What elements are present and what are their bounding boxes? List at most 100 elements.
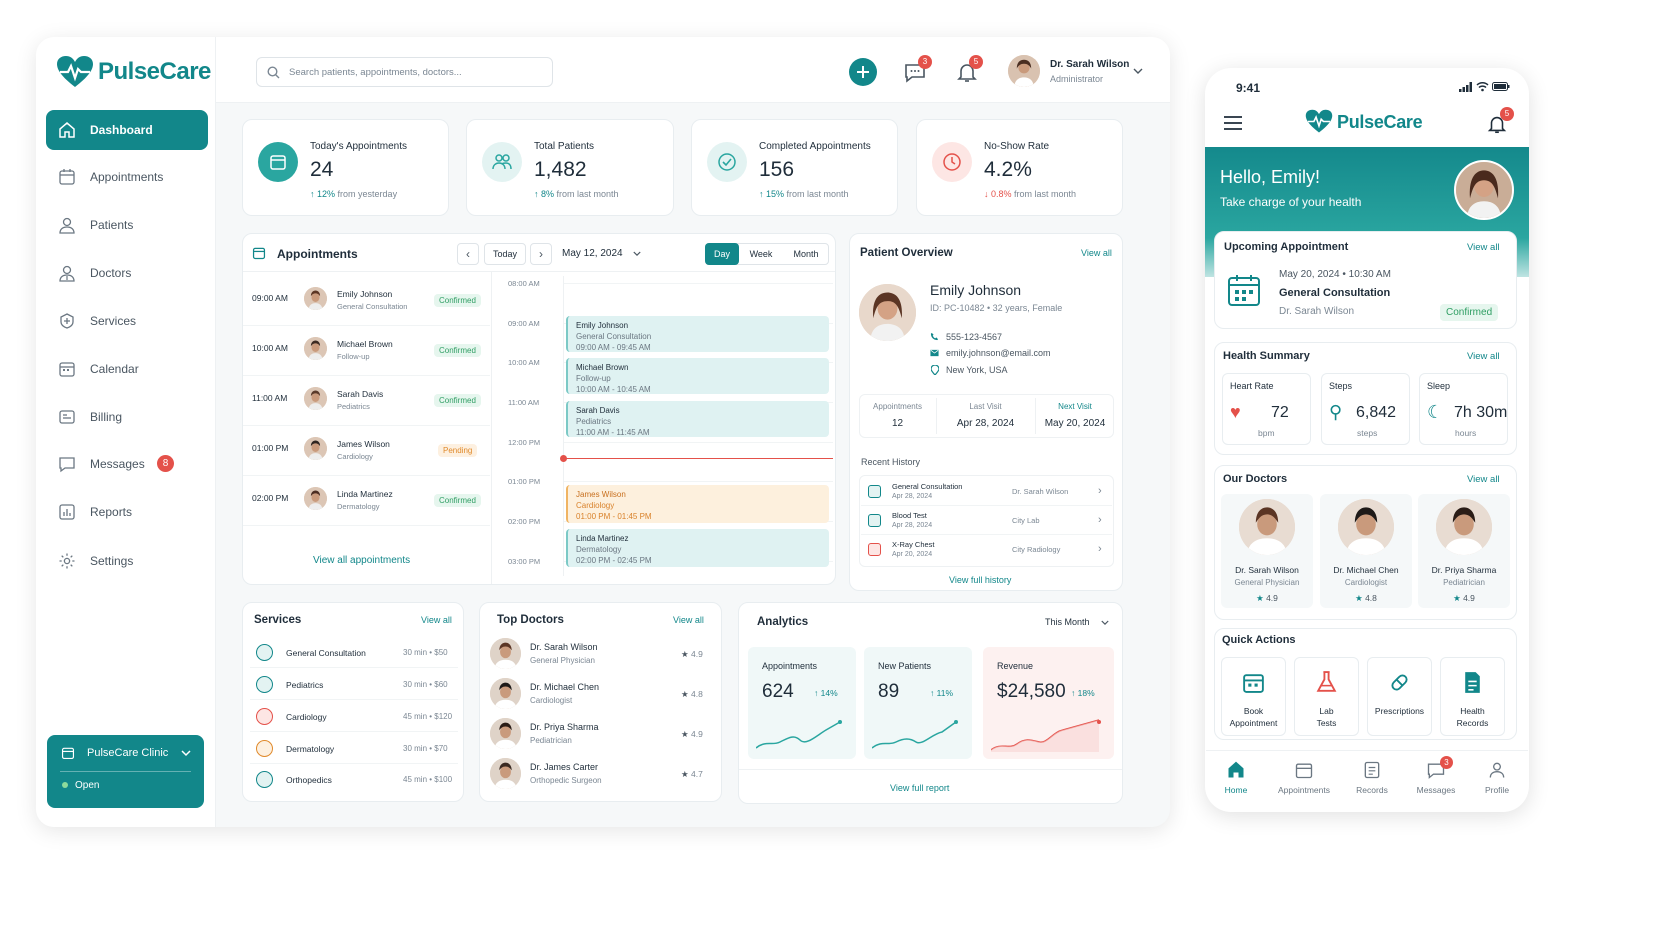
sidebar (36, 37, 216, 827)
date-picker[interactable]: May 12, 2024 (562, 248, 623, 259)
patient-phone: 555-123-4567 (946, 332, 1003, 342)
calendar-event[interactable]: Emily Johnson General Consultation 09:00… (566, 316, 829, 352)
stat-card-patients[interactable]: Total Patients 1,482 ↑ 8% from last mont… (466, 119, 674, 216)
chevron-down-icon[interactable] (1101, 620, 1109, 626)
calendar-event[interactable]: Sarah Davis Pediatrics 11:00 AM - 11:45 … (566, 401, 829, 437)
services-view-all-link[interactable]: View all (421, 615, 452, 625)
top-doctors-view-all-link[interactable]: View all (673, 615, 704, 625)
health-metric-card[interactable] (1321, 373, 1410, 445)
calendar-event[interactable]: James Wilson Cardiology 01:00 PM - 01:45… (566, 485, 829, 523)
event-time: 09:00 AM - 09:45 AM (576, 343, 651, 352)
sidebar-item-billing[interactable]: Billing (46, 397, 218, 437)
doctor-avatar (1239, 499, 1295, 555)
stat-delta: 0.8% (991, 189, 1012, 199)
sidebar-item-dashboard[interactable]: Dashboard (46, 110, 208, 150)
sidebar-item-reports[interactable]: Reports (46, 492, 218, 532)
users-icon (492, 154, 512, 170)
event-patient-name: James Wilson (576, 490, 626, 499)
skin-icon (256, 740, 273, 757)
analytics-card[interactable] (864, 647, 972, 759)
patient-view-all-link[interactable]: View all (1081, 248, 1112, 258)
menu-icon[interactable] (1223, 115, 1243, 131)
heart-icon: ♥ (1230, 402, 1241, 422)
notification-button[interactable]: 5 (955, 55, 983, 84)
doctor-name: Dr. Michael Chen (530, 682, 600, 692)
event-patient-name: Linda Martinez (576, 534, 629, 543)
doctor-avatar (490, 638, 521, 669)
chevron-down-icon[interactable] (633, 251, 641, 257)
quick-action-button[interactable] (1221, 657, 1286, 736)
prev-day-button[interactable]: ‹ (457, 243, 479, 265)
view-all-appointments-link[interactable]: View all appointments (313, 555, 411, 566)
tab-month[interactable]: Month (793, 249, 819, 259)
doctor-rating: 4.8 (1365, 593, 1377, 603)
sidebar-item-messages[interactable]: Messages 8 (46, 444, 218, 484)
stat-card-completed[interactable]: Completed Appointments 156 ↑ 15% from la… (691, 119, 898, 216)
quick-action-button[interactable] (1294, 657, 1359, 736)
sidebar-item-services[interactable]: Services (46, 301, 218, 341)
stat-label: No-Show Rate (984, 141, 1050, 152)
services-title: Services (254, 614, 302, 626)
records-icon (1364, 761, 1380, 779)
battery-icon (1492, 82, 1510, 91)
moon-icon: ☾ (1427, 402, 1444, 422)
sidebar-item-settings[interactable]: Settings (46, 541, 218, 581)
today-button[interactable]: Today (484, 243, 526, 265)
sidebar-item-appointments[interactable]: Appointments (46, 157, 218, 197)
stat-value: 4.2% (984, 158, 1032, 181)
calendar-icon (1295, 763, 1313, 779)
our-doctors-view-all-link[interactable]: View all (1467, 474, 1500, 485)
stat-label: Completed Appointments (759, 141, 871, 152)
quick-action-button[interactable] (1440, 657, 1505, 736)
appointment-patient-name: Michael Brown (337, 339, 393, 349)
search-input[interactable]: Search patients, appointments, doctors..… (256, 57, 553, 87)
patient-avatar (304, 337, 327, 360)
quick-action-button[interactable] (1367, 657, 1432, 736)
sidebar-item-calendar[interactable]: Calendar (46, 349, 218, 389)
sidebar-item-label: Patients (90, 218, 134, 232)
chevron-down-icon (181, 750, 191, 757)
calendar-event[interactable]: Linda Martinez Dermatology 02:00 PM - 02… (566, 529, 829, 567)
quick-action-label: Book (1243, 706, 1264, 716)
view-full-history-link[interactable]: View full history (949, 575, 1012, 585)
analytics-period-select[interactable]: This Month (1045, 617, 1090, 627)
stat-note: from yesterday (337, 189, 398, 199)
mobile-brand-name: PulseCare (1337, 112, 1423, 132)
user-role: Administrator (1050, 74, 1104, 84)
stat-card-noshow[interactable]: No-Show Rate 4.2% ↓ 0.8% from last month (916, 119, 1123, 216)
add-button[interactable] (849, 58, 877, 86)
stat-card-appointments[interactable]: Today's Appointments 24 ↑ 12% from yeste… (242, 119, 449, 216)
view-full-report-link[interactable]: View full report (890, 783, 950, 793)
patient-stat-value: May 20, 2024 (1044, 418, 1106, 429)
sidebar-item-patients[interactable]: Patients (46, 205, 218, 245)
status-badge: Confirmed (434, 494, 481, 507)
steps-icon: ⚲ (1329, 402, 1343, 422)
sidebar-item-doctors[interactable]: Doctors (46, 253, 218, 293)
tab-week[interactable]: Week (749, 249, 773, 259)
service-meta: 30 min • $50 (403, 648, 448, 657)
health-metric-card[interactable] (1222, 373, 1311, 445)
health-metric-value: 7h 30m (1454, 404, 1508, 421)
stat-value: 1,482 (534, 158, 587, 181)
patient-stat-value: Apr 28, 2024 (956, 418, 1015, 429)
messages-badge: 8 (157, 455, 174, 472)
stethoscope-icon (256, 644, 273, 661)
mobile-notification-button[interactable]: 5 (1486, 107, 1514, 135)
tab-day[interactable]: Day (705, 243, 739, 265)
upcoming-doctor: Dr. Sarah Wilson (1279, 306, 1355, 317)
sidebar-item-label: Doctors (90, 266, 132, 280)
clinic-name: PulseCare Clinic (87, 747, 169, 759)
clinic-switcher[interactable]: PulseCare Clinic Open (47, 735, 204, 808)
calendar-icon (59, 362, 75, 377)
calendar-event[interactable]: Michael Brown Follow-up 10:00 AM - 10:45… (566, 358, 829, 394)
health-view-all-link[interactable]: View all (1467, 351, 1500, 362)
next-day-button[interactable]: › (530, 243, 552, 265)
health-metric-card[interactable] (1419, 373, 1508, 445)
upcoming-view-all-link[interactable]: View all (1467, 242, 1500, 253)
analytics-card[interactable] (748, 647, 856, 759)
history-title: Blood Test (892, 511, 927, 520)
chevron-down-icon[interactable] (1133, 67, 1143, 75)
chat-button[interactable]: 3 (903, 55, 932, 84)
appointment-time: 11:00 AM (252, 393, 288, 403)
user-avatar[interactable] (1008, 55, 1040, 87)
